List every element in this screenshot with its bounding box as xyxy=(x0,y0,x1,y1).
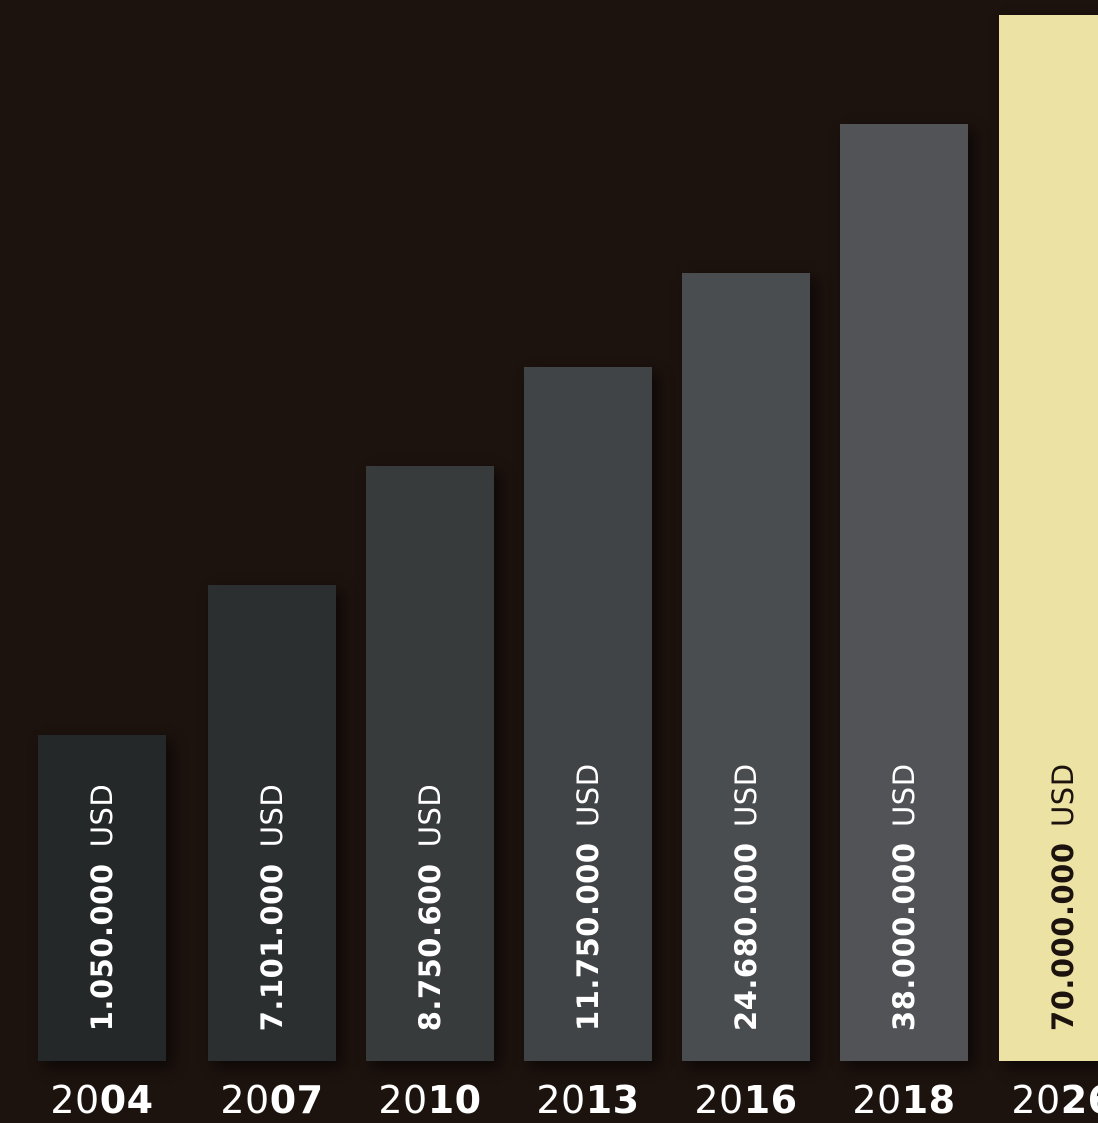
year-label-2010: 2010 xyxy=(360,1078,500,1122)
year-suffix: 04 xyxy=(99,1078,154,1122)
year-label-2004: 2004 xyxy=(32,1078,172,1122)
bar-value: 70.000.000 xyxy=(1046,842,1080,1031)
year-suffix: 10 xyxy=(427,1078,482,1122)
bar-unit: USD xyxy=(887,763,921,827)
year-label-2026: 2026 xyxy=(993,1078,1098,1122)
year-prefix: 20 xyxy=(694,1078,744,1122)
year-suffix: 07 xyxy=(269,1078,324,1122)
bar-value-label: 7.101.000 USD xyxy=(255,784,289,1031)
year-label-2013: 2013 xyxy=(518,1078,658,1122)
bar-unit: USD xyxy=(413,783,447,848)
bar-value: 11.750.000 xyxy=(571,842,605,1031)
bar-2004: 1.050.000 USD xyxy=(38,735,166,1061)
bar-2018: 38.000.000 USD xyxy=(840,124,968,1061)
year-suffix: 26 xyxy=(1060,1078,1098,1122)
bar-value-label: 38.000.000 USD xyxy=(887,763,921,1031)
bar-2013: 11.750.000 USD xyxy=(524,367,652,1061)
year-prefix: 20 xyxy=(1011,1078,1061,1122)
bar-unit: USD xyxy=(85,783,119,848)
year-prefix: 20 xyxy=(220,1078,270,1122)
bar-value-label: 11.750.000 USD xyxy=(571,763,605,1031)
bar-value-label: 24.680.000 USD xyxy=(729,763,763,1031)
year-suffix: 13 xyxy=(585,1078,640,1122)
bar-value: 8.750.600 xyxy=(413,863,447,1031)
year-prefix: 20 xyxy=(378,1078,428,1122)
bar-2026: 70.000.000 USD xyxy=(999,15,1098,1061)
bar-2007: 7.101.000 USD xyxy=(208,585,336,1061)
bar-unit: USD xyxy=(729,763,763,827)
year-prefix: 20 xyxy=(536,1078,586,1122)
year-label-2007: 2007 xyxy=(202,1078,342,1122)
year-suffix: 18 xyxy=(901,1078,956,1122)
year-prefix: 20 xyxy=(50,1078,100,1122)
year-suffix: 16 xyxy=(743,1078,798,1122)
bar-unit: USD xyxy=(255,783,289,848)
bar-unit: USD xyxy=(1046,763,1080,827)
bar-2010: 8.750.600 USD xyxy=(366,466,494,1061)
bar-unit: USD xyxy=(571,763,605,827)
bar-value: 7.101.000 xyxy=(255,863,289,1031)
bar-value-label: 70.000.000 USD xyxy=(1046,763,1080,1031)
year-label-2016: 2016 xyxy=(676,1078,816,1122)
bar-value: 38.000.000 xyxy=(887,842,921,1031)
bar-value: 1.050.000 xyxy=(85,863,119,1031)
bar-value: 24.680.000 xyxy=(729,842,763,1031)
year-prefix: 20 xyxy=(852,1078,902,1122)
bar-value-label: 1.050.000 USD xyxy=(85,784,119,1031)
year-label-2018: 2018 xyxy=(834,1078,974,1122)
bar-value-label: 8.750.600 USD xyxy=(413,784,447,1031)
bar-2016: 24.680.000 USD xyxy=(682,273,810,1061)
